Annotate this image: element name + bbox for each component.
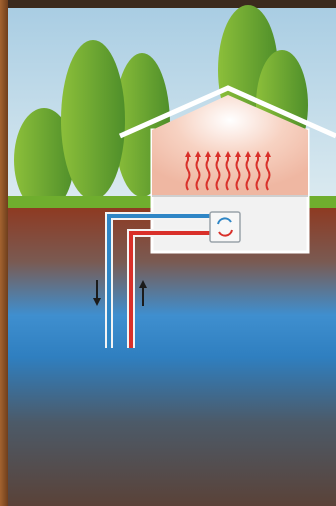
heat-pump: [209, 211, 241, 243]
arrowhead: [255, 151, 261, 157]
heat-wave: [215, 156, 221, 191]
heat-wave: [185, 156, 191, 191]
heat-waves: [185, 156, 271, 191]
frame-left: [0, 0, 8, 506]
flow-up-arrow: [139, 280, 147, 306]
ground: [8, 208, 336, 506]
heat-wave: [255, 156, 261, 191]
arrowhead: [245, 151, 251, 157]
arrow-head: [93, 298, 101, 306]
heat-wave: [205, 156, 211, 191]
tree: [61, 40, 125, 200]
heat-wave: [245, 156, 251, 191]
arrowhead: [215, 151, 221, 157]
heat-wave: [235, 156, 241, 191]
roof: [118, 85, 336, 139]
heat-arrowheads: [185, 151, 271, 157]
heat-wave: [225, 156, 231, 191]
arrowhead: [205, 151, 211, 157]
arrow-head: [139, 280, 147, 288]
heat-wave: [265, 156, 271, 191]
arrowhead: [265, 151, 271, 157]
arrowhead: [225, 151, 231, 157]
heat-pump-symbol: [218, 229, 233, 237]
heat-wave: [195, 156, 201, 191]
flow-down-arrow: [93, 280, 101, 306]
arrowhead: [195, 151, 201, 157]
heat-pump-symbol: [217, 217, 232, 225]
cold-pipe: [107, 214, 212, 348]
tree: [14, 108, 74, 212]
warm-pipe: [129, 231, 212, 348]
arrowhead: [235, 151, 241, 157]
arrowhead: [185, 151, 191, 157]
